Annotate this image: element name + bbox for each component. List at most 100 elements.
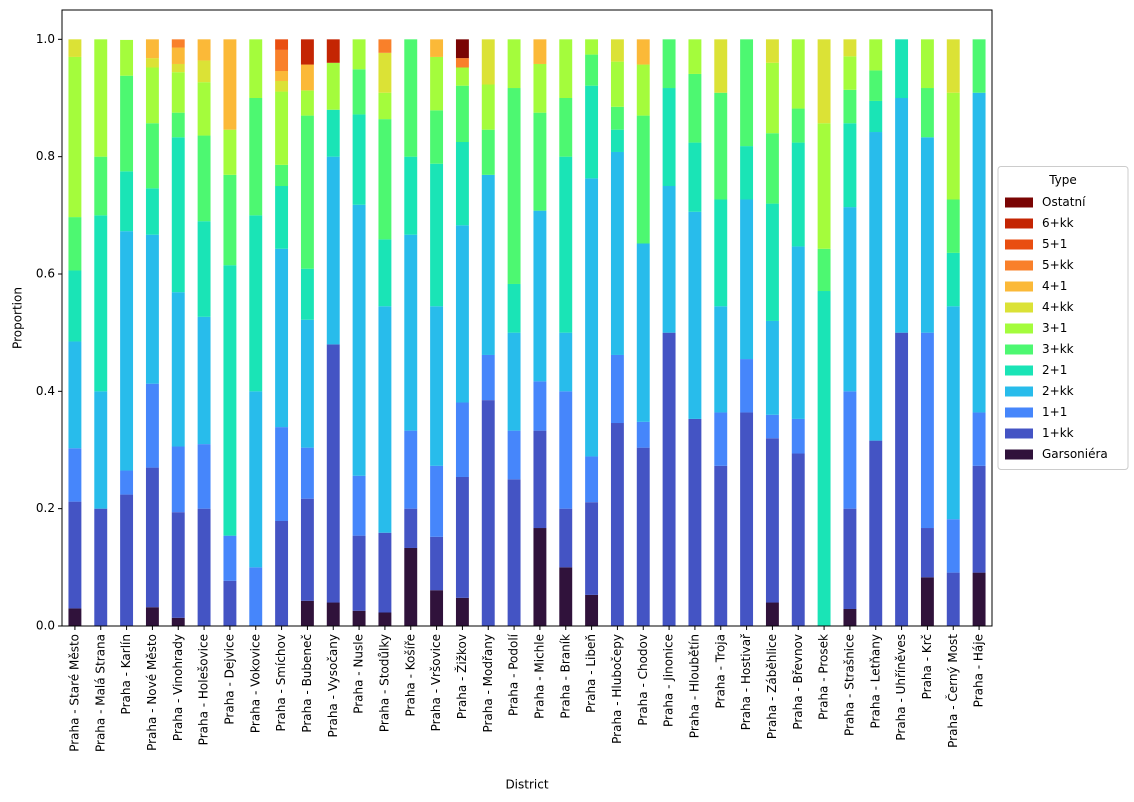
bar-segment bbox=[145, 188, 159, 235]
legend-swatch bbox=[1005, 407, 1033, 418]
x-tick-label: Praha - Černý Most bbox=[945, 634, 960, 748]
legend-label: 3+1 bbox=[1042, 321, 1067, 335]
bar-segment bbox=[275, 91, 289, 165]
bar-segment bbox=[326, 602, 340, 626]
bar-segment bbox=[843, 207, 857, 392]
bar-segment bbox=[585, 39, 599, 55]
bar-segment bbox=[481, 354, 495, 401]
legend-box bbox=[997, 166, 1129, 470]
bar-segment bbox=[275, 520, 289, 626]
bar-segment bbox=[455, 225, 469, 403]
x-tick-label: Praha - Michle bbox=[532, 634, 546, 719]
bar-segment bbox=[68, 39, 82, 57]
legend-swatch bbox=[1005, 323, 1033, 334]
bar-segment bbox=[895, 98, 909, 333]
x-tick-label: Praha - Bubeneč bbox=[300, 634, 314, 733]
legend-label: 4+kk bbox=[1042, 300, 1074, 314]
bar-segment bbox=[507, 430, 521, 480]
bar-segment bbox=[636, 421, 650, 448]
legend-label: 3+kk bbox=[1042, 342, 1074, 356]
bar-segment bbox=[688, 73, 702, 143]
bar-segment bbox=[68, 270, 82, 342]
bar-segment bbox=[610, 106, 624, 130]
bar-segment bbox=[765, 62, 779, 134]
bar-segment bbox=[275, 39, 289, 50]
bar-segment bbox=[120, 470, 134, 495]
bar-segment bbox=[300, 498, 314, 601]
bar-segment bbox=[300, 90, 314, 116]
bar-segment bbox=[223, 535, 237, 581]
bar-segment bbox=[610, 129, 624, 152]
legend-label: 6+kk bbox=[1042, 216, 1074, 230]
bar-segment bbox=[972, 572, 986, 626]
bar-segment bbox=[171, 47, 185, 64]
bar-segment bbox=[636, 447, 650, 626]
bar-segment bbox=[869, 39, 883, 71]
bar-segment bbox=[171, 292, 185, 447]
x-tick-label: Praha - Jinonice bbox=[662, 634, 676, 727]
bar-segment bbox=[714, 92, 728, 200]
bar-segment bbox=[817, 39, 831, 124]
bar-segment bbox=[843, 608, 857, 626]
bar-segment bbox=[352, 114, 366, 205]
bar-segment bbox=[120, 39, 134, 76]
legend-swatch bbox=[1005, 302, 1033, 313]
legend-swatch bbox=[1005, 428, 1033, 439]
bar-segment bbox=[740, 412, 754, 626]
bar-segment bbox=[94, 215, 108, 392]
bar-segment bbox=[895, 39, 909, 98]
x-tick-label: Praha - Vršovice bbox=[429, 634, 443, 731]
bar-segment bbox=[791, 142, 805, 247]
bar-segment bbox=[197, 316, 211, 445]
y-tick-label: 0.0 bbox=[36, 619, 55, 633]
bar-segment bbox=[765, 438, 779, 603]
bar-segment bbox=[636, 243, 650, 422]
x-tick-label: Praha - Záběhlice bbox=[765, 634, 779, 739]
bar-segment bbox=[688, 39, 702, 74]
x-tick-label: Praha - Letňany bbox=[868, 634, 882, 728]
bar-segment bbox=[94, 391, 108, 509]
bar-segment bbox=[171, 72, 185, 113]
y-tick-label: 0.6 bbox=[36, 267, 55, 281]
bar-segment bbox=[714, 465, 728, 626]
bar-segment bbox=[352, 204, 366, 476]
bar-segment bbox=[946, 306, 960, 520]
bar-segment bbox=[946, 199, 960, 253]
bar-segment bbox=[300, 64, 314, 91]
bar-segment bbox=[920, 577, 934, 626]
bar-segment bbox=[455, 476, 469, 598]
bar-segment bbox=[843, 391, 857, 509]
bar-segment bbox=[636, 115, 650, 244]
bar-segment bbox=[171, 446, 185, 513]
bar-segment bbox=[249, 391, 263, 568]
bar-segment bbox=[533, 39, 547, 64]
bar-segment bbox=[740, 199, 754, 360]
legend-swatch bbox=[1005, 386, 1033, 397]
bar-segment bbox=[972, 92, 986, 413]
bar-segment bbox=[145, 67, 159, 124]
bar-segment bbox=[352, 535, 366, 611]
y-tick-label: 1.0 bbox=[36, 32, 55, 46]
legend-label: 2+kk bbox=[1042, 384, 1074, 398]
bar-segment bbox=[430, 306, 444, 466]
bar-segment bbox=[585, 85, 599, 179]
bar-segment bbox=[249, 39, 263, 98]
bar-segment bbox=[714, 39, 728, 93]
bar-segment bbox=[223, 580, 237, 626]
bar-segment bbox=[145, 467, 159, 608]
bar-segment bbox=[791, 418, 805, 454]
bar-segment bbox=[920, 137, 934, 333]
legend-swatch bbox=[1005, 197, 1033, 208]
x-tick-label: Praha - Háje bbox=[972, 634, 986, 707]
bar-segment bbox=[740, 146, 754, 200]
x-tick-label: Praha - Modřany bbox=[481, 634, 495, 733]
bar-segment bbox=[68, 501, 82, 609]
x-tick-label: Praha - Hlubočepy bbox=[610, 634, 624, 744]
bar-segment bbox=[714, 306, 728, 413]
bar-segment bbox=[843, 39, 857, 57]
legend-label: 5+1 bbox=[1042, 237, 1067, 251]
bar-segment bbox=[145, 383, 159, 468]
bar-segment bbox=[249, 215, 263, 392]
bar-segment bbox=[533, 381, 547, 431]
bar-segment bbox=[714, 199, 728, 307]
